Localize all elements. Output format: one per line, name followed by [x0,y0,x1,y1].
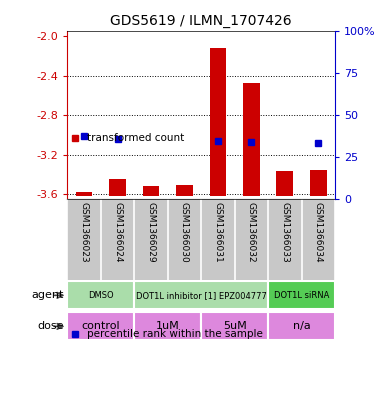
Text: GSM1366032: GSM1366032 [247,202,256,262]
Text: 5uM: 5uM [223,321,246,331]
Bar [109,179,126,196]
Bar [268,312,335,340]
Text: GSM1366031: GSM1366031 [213,202,223,262]
Bar [134,281,268,309]
Text: n/a: n/a [293,321,310,331]
Bar [176,185,193,196]
Text: transformed count: transformed count [87,132,184,143]
Text: percentile rank within the sample: percentile rank within the sample [87,329,263,339]
Text: control: control [82,321,120,331]
Bar [134,312,201,340]
Bar [67,312,134,340]
Text: GSM1366034: GSM1366034 [314,202,323,262]
Text: GSM1366024: GSM1366024 [113,202,122,262]
Text: GSM1366023: GSM1366023 [80,202,89,262]
Title: GDS5619 / ILMN_1707426: GDS5619 / ILMN_1707426 [110,14,292,28]
Text: dose: dose [37,321,64,331]
Text: 1uM: 1uM [156,321,179,331]
Bar [142,186,159,196]
Text: DOT1L inhibitor [1] EPZ004777: DOT1L inhibitor [1] EPZ004777 [136,291,266,300]
Bar [276,171,293,196]
Text: GSM1366029: GSM1366029 [146,202,156,262]
Text: agent: agent [31,290,64,300]
Text: DOT1L siRNA: DOT1L siRNA [274,291,329,300]
Bar [268,281,335,309]
Text: DMSO: DMSO [88,291,114,300]
Bar [209,48,226,196]
Bar [201,312,268,340]
Bar [76,192,92,196]
Text: GSM1366030: GSM1366030 [180,202,189,262]
Text: GSM1366033: GSM1366033 [280,202,289,262]
Bar [67,281,134,309]
Bar [310,169,326,196]
Bar [243,83,260,196]
